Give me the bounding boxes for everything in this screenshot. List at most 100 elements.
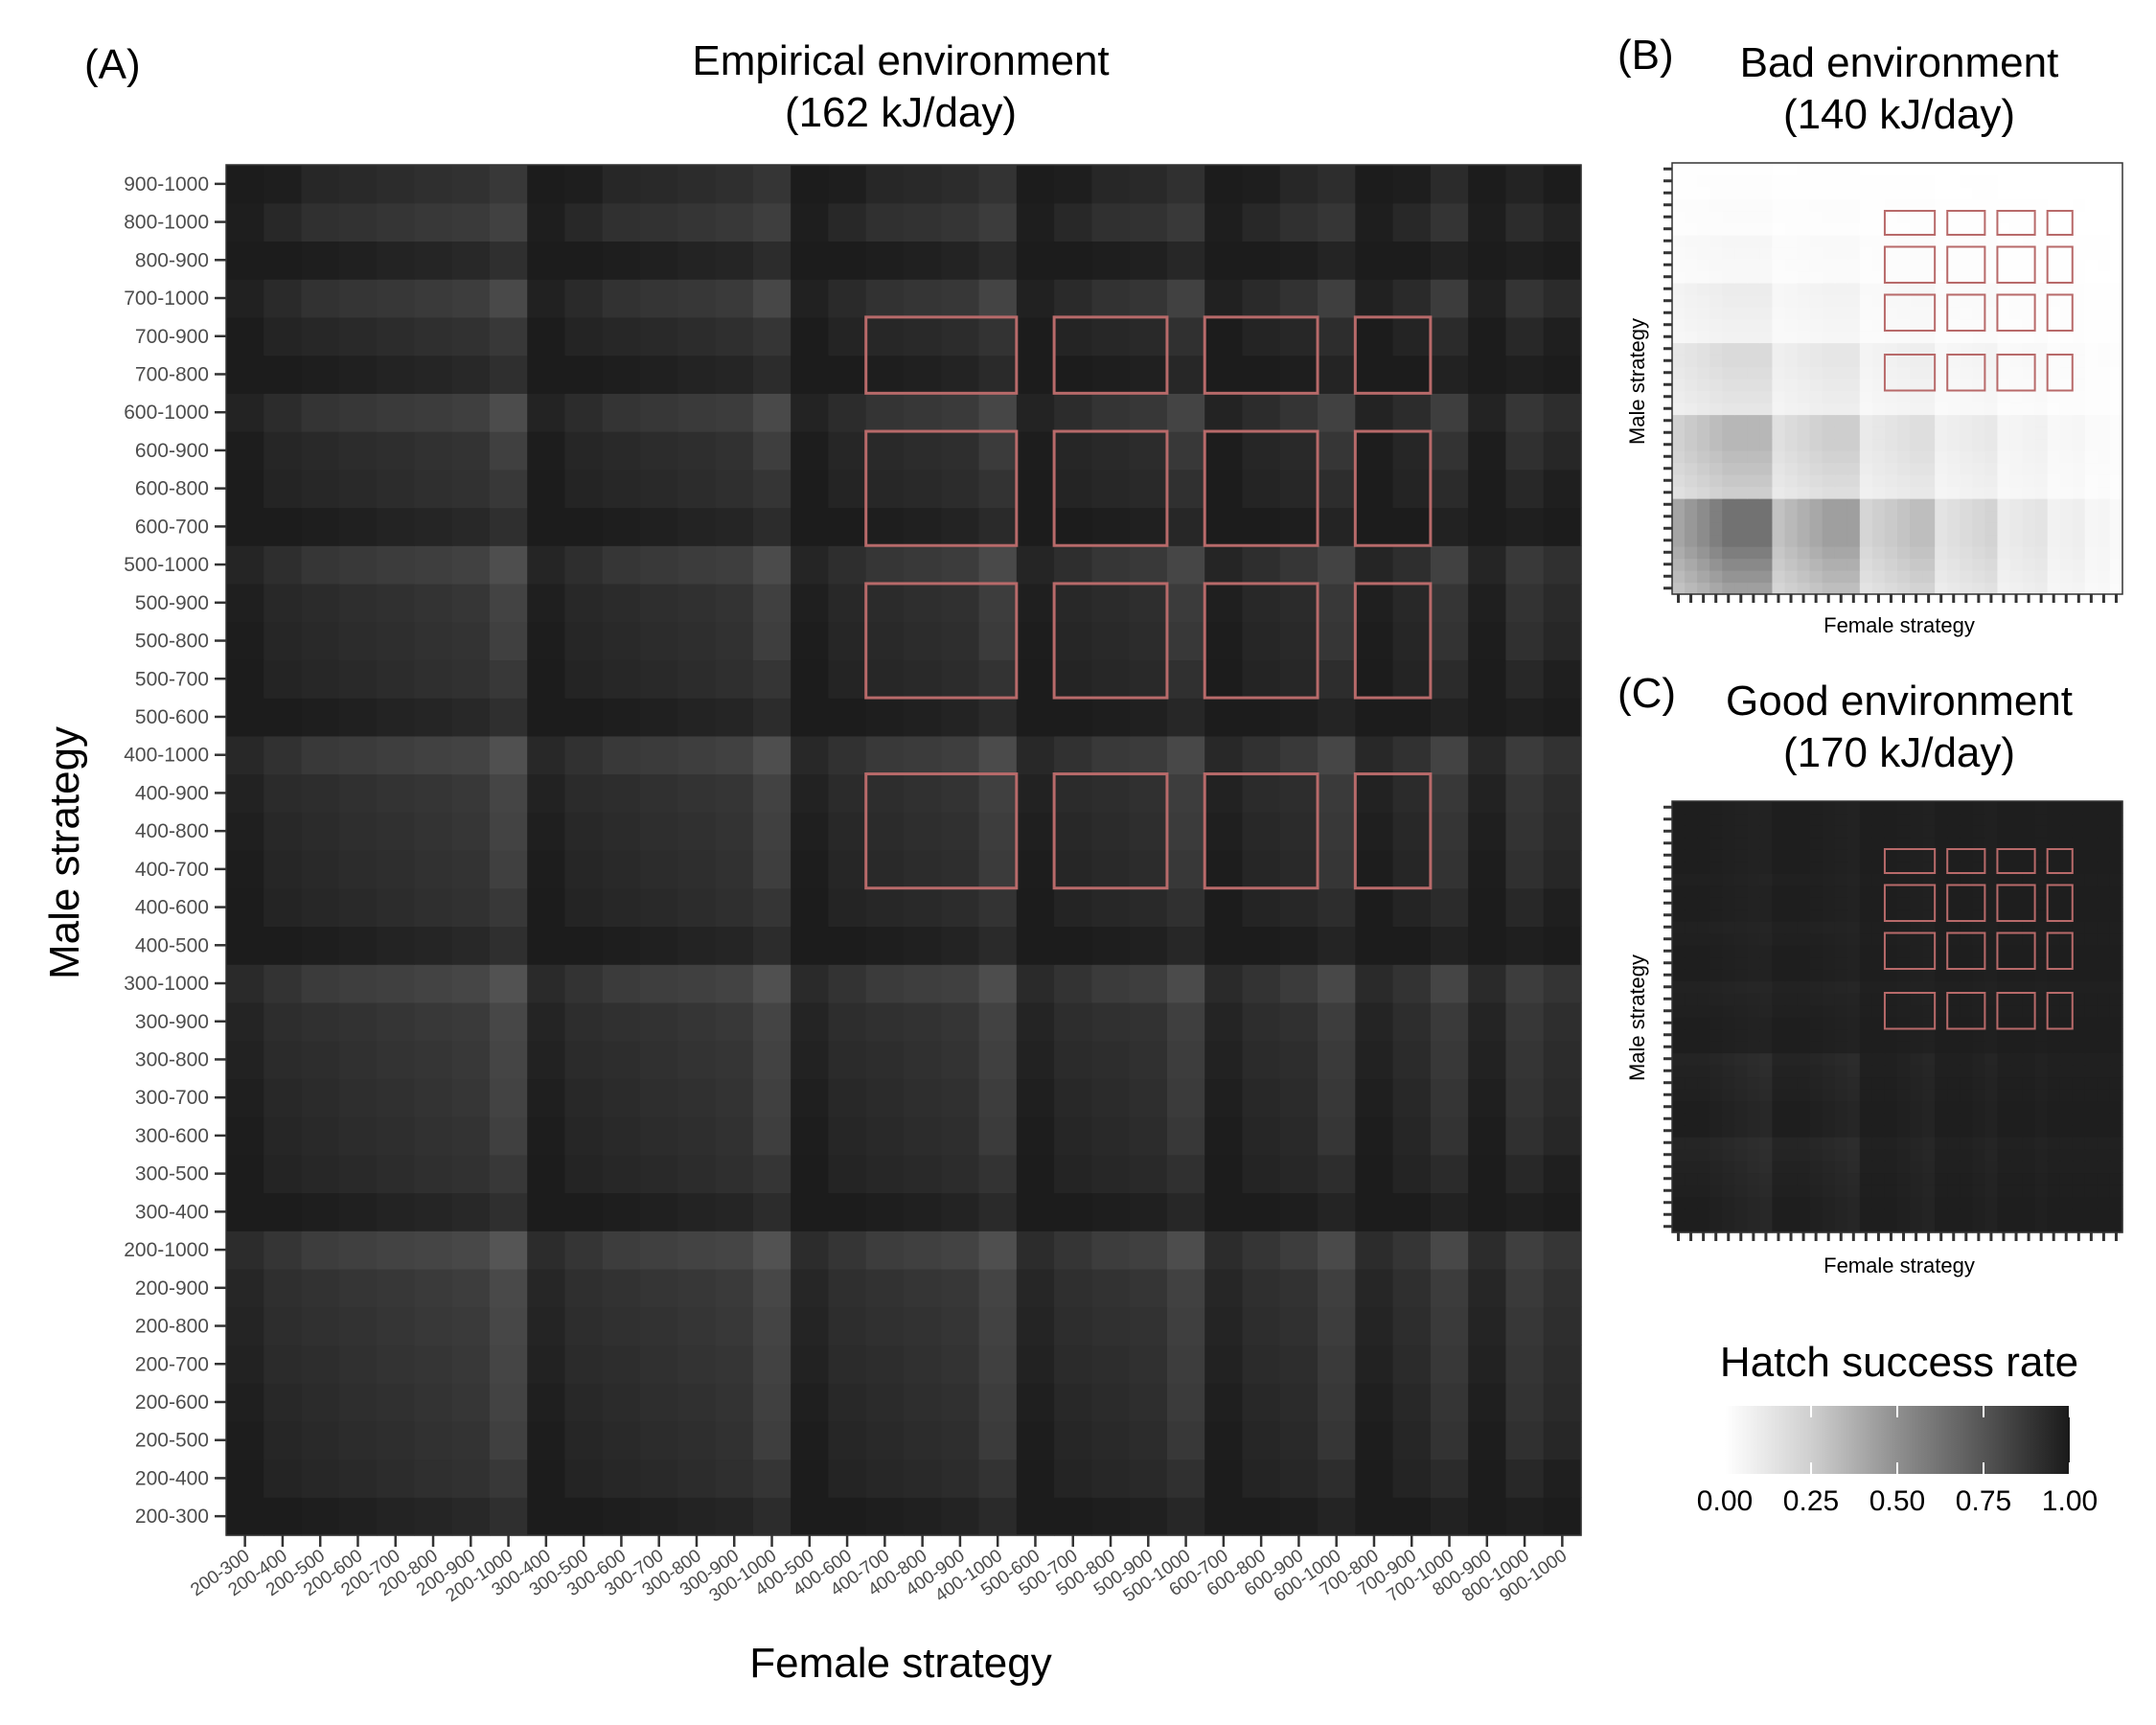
panel-c-cell [1972, 980, 1985, 994]
panel-b-cell [1784, 390, 1799, 403]
panel-a-cell [941, 698, 980, 737]
panel-b-cell [2022, 438, 2036, 451]
panel-b-cell [1772, 366, 1786, 380]
panel-b-cell [1972, 462, 1985, 475]
panel-b-cell [1797, 462, 1811, 475]
panel-a-cell [941, 1230, 980, 1270]
panel-b-cell [2009, 174, 2024, 188]
panel-a-cell [715, 1268, 754, 1308]
panel-a-cell [752, 773, 791, 813]
panel-a-cell [1543, 279, 1582, 318]
panel-c-cell [2084, 1184, 2099, 1198]
panel-c-cell [1984, 861, 1999, 874]
panel-a-cell [489, 1459, 528, 1498]
panel-a-cell [301, 1078, 340, 1117]
panel-b-cell [1846, 270, 1861, 284]
panel-c-cell [1997, 1220, 2011, 1233]
panel-b-cell [1834, 450, 1848, 464]
panel-a-cell [978, 545, 1018, 585]
panel-c-cell [1759, 1076, 1774, 1090]
panel-b-cell [1884, 546, 1898, 560]
panel-c-cell [2047, 1196, 2061, 1209]
panel-a-cell [264, 812, 303, 851]
panel-c-cell [2084, 956, 2099, 970]
panel-a-cell [904, 431, 942, 471]
panel-c-cell [1672, 1220, 1686, 1233]
panel-b-cell [2009, 498, 2024, 512]
panel-a-cell [941, 659, 980, 699]
panel-a-cell [752, 1116, 791, 1156]
panel-c-cell [2009, 1148, 2024, 1162]
panel-c-cell [1910, 801, 1923, 815]
panel-a-cell [1392, 1192, 1432, 1231]
panel-a-cell [1543, 812, 1582, 851]
panel-a-cell [1054, 1116, 1092, 1156]
panel-c-cell [1822, 969, 1836, 982]
panel-b-cell [1871, 462, 1886, 475]
panel-b-cell [1722, 379, 1735, 392]
panel-c-cell [1797, 1124, 1811, 1138]
panel-a-cell [1355, 926, 1394, 965]
panel-a-cell [1355, 812, 1394, 851]
panel-b-cell [1871, 402, 1886, 416]
panel-c-cell [2047, 1028, 2061, 1042]
panel-c-cell [1984, 813, 1999, 826]
panel-c-cell [1722, 1089, 1735, 1102]
panel-c-cell [2047, 1089, 2061, 1102]
panel-a-cell [752, 964, 791, 1003]
panel-a-cell [1543, 316, 1582, 356]
panel-a-cell [677, 887, 717, 928]
panel-a-cell [978, 621, 1018, 660]
panel-a-cell [226, 812, 264, 851]
panel-a-cell [226, 1230, 264, 1270]
panel-b-cell [1759, 259, 1774, 272]
panel-a-cell [489, 1383, 528, 1422]
panel-c-cell [1972, 921, 1985, 934]
panel-a-cell [865, 1154, 905, 1194]
panel-c-cell [1759, 945, 1774, 958]
panel-a-cell [978, 964, 1018, 1003]
panel-c-cell [1709, 1089, 1723, 1102]
panel-a-cell [1392, 621, 1432, 660]
panel-a-cell [301, 1497, 340, 1536]
panel-a-cell [451, 355, 491, 394]
panel-c-cell [1834, 813, 1848, 826]
panel-c-cell [1897, 1172, 1911, 1185]
panel-c-cell [1897, 1017, 1911, 1030]
panel-a-cell [791, 316, 830, 356]
panel-b-cell [1947, 331, 1961, 344]
panel-a-y-tick-label: 500-1000 [124, 554, 209, 576]
panel-a-cell [1430, 1192, 1469, 1231]
panel-c-cell [1709, 1137, 1723, 1150]
panel-b-cell [1759, 438, 1774, 451]
panel-b-cell [1922, 450, 1936, 464]
panel-a-cell [640, 698, 678, 737]
panel-c-cell [1846, 1196, 1861, 1209]
panel-a-cell [451, 279, 491, 318]
panel-b-cell [1672, 426, 1686, 440]
panel-c-cell [1759, 980, 1774, 994]
panel-c-cell [1759, 921, 1774, 934]
panel-b-cell [1947, 294, 1961, 308]
panel-c-cell [1859, 980, 1873, 994]
panel-c-cell [1960, 813, 1973, 826]
panel-b-cell [2072, 438, 2086, 451]
panel-a-cell [1392, 964, 1432, 1003]
panel-a-cell [677, 545, 717, 585]
panel-b-cell [1897, 522, 1911, 536]
panel-a-cell [226, 1116, 264, 1156]
panel-a-cell [602, 659, 641, 699]
panel-c-cell [1697, 1137, 1710, 1150]
panel-b-cell [1784, 222, 1799, 236]
panel-c-cell [2022, 825, 2036, 839]
panel-a-cell [1091, 964, 1131, 1003]
panel-b-cell [2109, 522, 2123, 536]
panel-c-cell [2072, 1065, 2086, 1078]
panel-a-cell [1468, 469, 1507, 509]
panel-c-cell [2009, 1076, 2024, 1090]
panel-c-cell [1960, 1076, 1973, 1090]
panel-b-cell [2109, 342, 2123, 356]
panel-c-cell [2072, 1052, 2086, 1066]
panel-c-cell [1672, 1113, 1686, 1126]
panel-c-cell [1797, 1161, 1811, 1174]
